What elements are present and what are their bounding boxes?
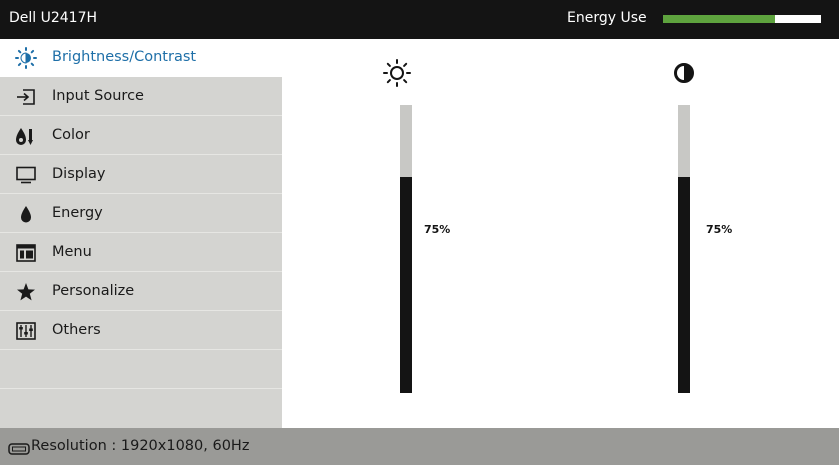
brightness-icon (15, 47, 37, 69)
sidebar-item-label: Others (52, 322, 101, 338)
sun-icon (382, 58, 412, 88)
others-icon (15, 320, 37, 342)
connector-icon (8, 440, 30, 455)
brightness-slider-fill (400, 177, 412, 393)
sidebar-item-label: Energy (52, 205, 103, 221)
resolution-status: Resolution : 1920x1080, 60Hz (31, 438, 250, 454)
brightness-slider[interactable] (400, 105, 412, 393)
sidebar-item-others[interactable]: Others (0, 312, 282, 350)
sidebar-item-display[interactable]: Display (0, 156, 282, 194)
sidebar-item-menu[interactable]: Menu (0, 234, 282, 272)
energy-use-label: Energy Use (567, 10, 647, 26)
display-icon (15, 164, 37, 186)
status-bar: Resolution : 1920x1080, 60Hz (0, 428, 839, 465)
contrast-icon (669, 58, 699, 88)
color-icon (15, 125, 37, 147)
sidebar-item-label: Menu (52, 244, 92, 260)
sidebar-item-input-source[interactable]: Input Source (0, 78, 282, 116)
sidebar-item-label: Color (52, 127, 90, 143)
sidebar-item-color[interactable]: Color (0, 117, 282, 155)
sidebar-item-label: Display (52, 166, 106, 182)
contrast-slider[interactable] (678, 105, 690, 393)
menu-icon (15, 242, 37, 264)
energy-use-fill (663, 15, 776, 23)
content-panel: 75% 75% (282, 39, 839, 428)
energy-use-meter (663, 15, 821, 23)
sidebar-item-empty (0, 351, 282, 389)
window-title: Dell U2417H (9, 10, 98, 26)
sidebar-item-energy[interactable]: Energy (0, 195, 282, 233)
sidebar-item-label: Personalize (52, 283, 135, 299)
contrast-slider-fill (678, 177, 690, 393)
sidebar-item-personalize[interactable]: Personalize (0, 273, 282, 311)
brightness-value: 75% (424, 223, 451, 236)
sidebar-item-brightness-contrast[interactable]: Brightness/Contrast (0, 39, 282, 77)
sidebar-item-label: Input Source (52, 88, 144, 104)
input-source-icon (15, 86, 37, 108)
star-icon (15, 281, 37, 303)
energy-icon (15, 203, 37, 225)
contrast-value: 75% (706, 223, 733, 236)
sidebar-menu: Brightness/Contrast Input Source Color (0, 39, 282, 428)
title-bar: Dell U2417H Energy Use (0, 0, 839, 39)
sidebar-item-label: Brightness/Contrast (52, 49, 197, 65)
